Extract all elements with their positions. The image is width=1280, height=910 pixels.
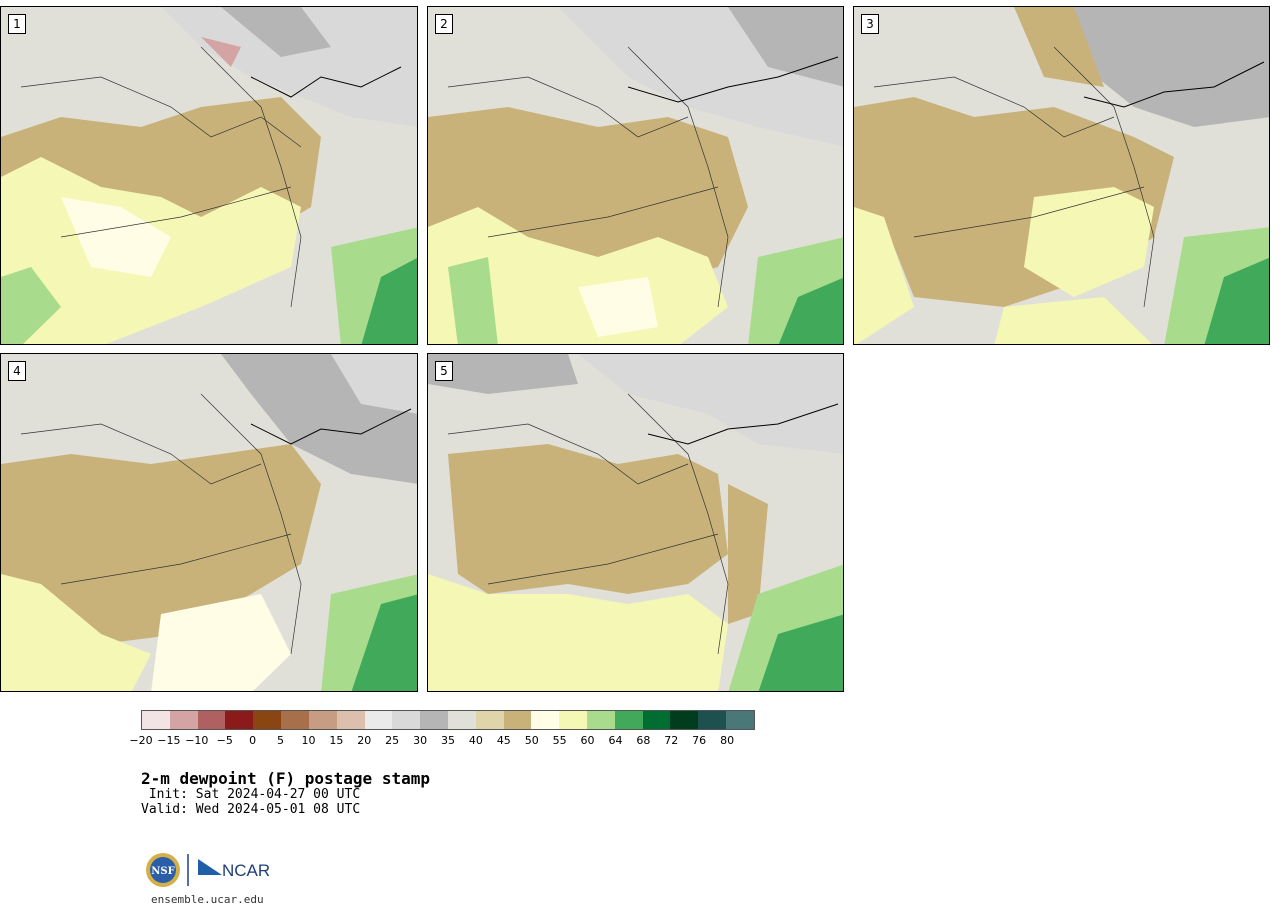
ncar-text: NCAR	[222, 861, 270, 880]
colorbar	[141, 710, 755, 730]
colorbar-tick-label: 55	[552, 734, 567, 747]
panel-number: 5	[435, 361, 453, 381]
colorbar-tick-label: 45	[496, 734, 511, 747]
nsf-text: NSF	[151, 866, 174, 877]
dewpoint-map-5	[428, 354, 843, 691]
colorbar-tick-label: 0	[249, 734, 257, 747]
dewpoint-map-4	[1, 354, 417, 691]
colorbar-swatch	[281, 711, 309, 729]
colorbar-tick-label: 15	[329, 734, 344, 747]
colorbar-swatch	[559, 711, 587, 729]
colorbar-tick-label: −10	[185, 734, 209, 747]
colorbar-swatch	[698, 711, 727, 729]
panel-number: 1	[8, 14, 26, 34]
colorbar-tick-label: 76	[692, 734, 707, 747]
colorbar-tick-label: −20	[129, 734, 153, 747]
colorbar-swatch	[642, 711, 671, 729]
colorbar-swatch	[670, 711, 699, 729]
panel-number: 2	[435, 14, 453, 34]
plot-title: 2-m dewpoint (F) postage stamp	[141, 769, 430, 788]
dewpoint-map-3	[854, 7, 1269, 344]
ncar-mark-icon	[198, 859, 222, 875]
colorbar-tick-label: 5	[277, 734, 285, 747]
colorbar-swatch	[308, 711, 337, 729]
colorbar-tick-label: 20	[357, 734, 372, 747]
colorbar-swatch	[197, 711, 226, 729]
colorbar-tick-label: −15	[157, 734, 181, 747]
colorbar-swatch	[225, 711, 254, 729]
colorbar-swatch	[420, 711, 448, 729]
colorbar-swatch	[364, 711, 393, 729]
colorbar-tick-label: 64	[608, 734, 623, 747]
colorbar-swatch	[169, 711, 198, 729]
dewpoint-map-2	[428, 7, 843, 344]
colorbar-tick-label: 60	[580, 734, 595, 747]
colorbar-swatch	[726, 711, 754, 729]
colorbar-tick-label: 35	[441, 734, 455, 747]
map-panel-5: 5	[427, 353, 844, 692]
map-panel-1: 1	[0, 6, 418, 345]
colorbar-tick-label: 30	[413, 734, 428, 747]
panel-number: 4	[8, 361, 26, 381]
colorbar-swatch	[475, 711, 504, 729]
map-panel-3: 3	[853, 6, 1270, 345]
colorbar-tick-label: 80	[720, 734, 735, 747]
colorbar-tick-label: −5	[216, 734, 233, 747]
map-panel-4: 4	[0, 353, 418, 692]
colorbar-swatch	[253, 711, 282, 729]
colorbar-swatch	[142, 711, 170, 729]
colorbar-tick-label: 40	[468, 734, 483, 747]
map-panel-2: 2	[427, 6, 844, 345]
colorbar-tick-label: 72	[664, 734, 679, 747]
colorbar-ticks: −20 −15 −10 −5 0 5 10 15 20 25 30 35 40 45 50 55 60 64 68 7…	[129, 734, 755, 748]
colorbar-swatch	[336, 711, 365, 729]
colorbar-tick-label: 10	[301, 734, 316, 747]
init-time: Init: Sat 2024-04-27 00 UTC	[141, 787, 361, 802]
panel-number: 3	[861, 14, 879, 34]
colorbar-tick-label: 68	[636, 734, 651, 747]
valid-time: Valid: Wed 2024-05-01 08 UTC	[141, 802, 361, 817]
colorbar-swatch	[503, 711, 532, 729]
colorbar-swatch	[447, 711, 476, 729]
colorbar-tick-label: 50	[524, 734, 539, 747]
dewpoint-map-1	[1, 7, 417, 344]
nsf-ncar-logo: NSF NCAR	[146, 853, 270, 887]
colorbar-swatch	[614, 711, 643, 729]
colorbar-swatch	[587, 711, 615, 729]
colorbar-swatch	[392, 711, 421, 729]
colorbar-swatch	[531, 711, 560, 729]
website-url: ensemble.ucar.edu	[151, 893, 264, 906]
colorbar-tick-label: 25	[385, 734, 400, 747]
